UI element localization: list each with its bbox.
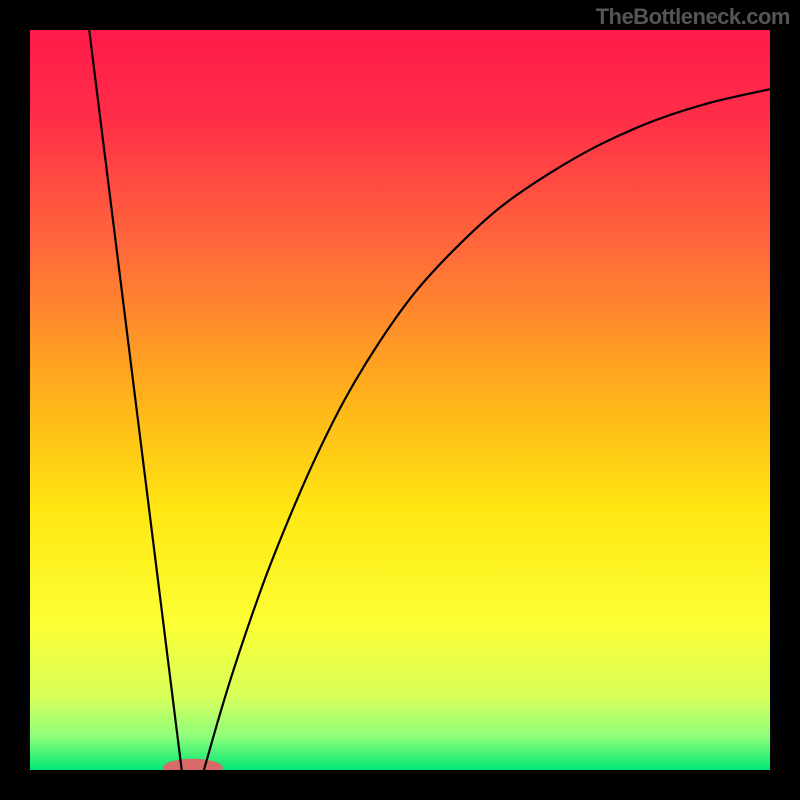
bottleneck-chart [0,0,800,800]
chart-container: TheBottleneck.com [0,0,800,800]
gradient-background [30,30,770,770]
watermark-text: TheBottleneck.com [596,4,790,30]
